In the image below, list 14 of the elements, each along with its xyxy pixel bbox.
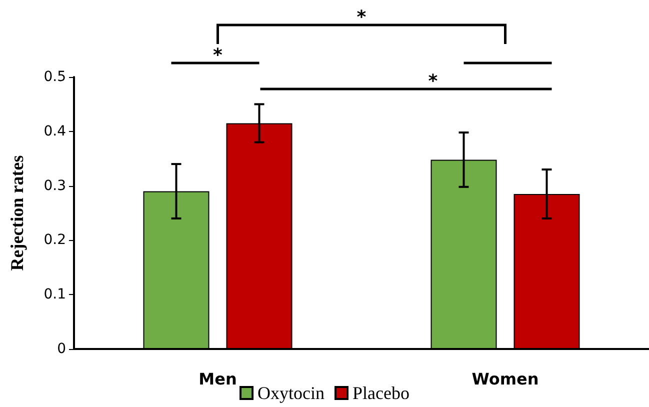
legend-label: Placebo bbox=[352, 383, 410, 403]
x-tick-label: Men bbox=[198, 370, 237, 388]
y-tick-label: 0.5 bbox=[44, 69, 66, 85]
y-axis-title: Rejection rates bbox=[7, 155, 27, 271]
text: * bbox=[356, 7, 367, 28]
x-tick-label: Women bbox=[472, 370, 539, 388]
y-tick-label: 0.3 bbox=[44, 178, 66, 194]
text: * bbox=[213, 45, 224, 66]
legend-label: Oxytocin bbox=[258, 383, 325, 403]
y-tick-label: 0 bbox=[57, 341, 66, 357]
y-tick-label: 0.1 bbox=[44, 286, 66, 303]
y-tick-label: 0.4 bbox=[44, 123, 66, 140]
y-tick-label: 0.2 bbox=[44, 232, 66, 248]
annotation: * bbox=[428, 71, 438, 92]
